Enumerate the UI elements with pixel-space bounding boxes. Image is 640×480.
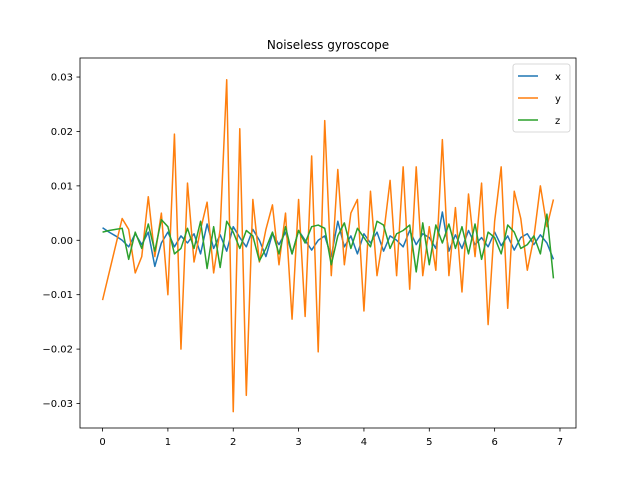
series-line-y: [101, 79, 555, 413]
x-tick-label: 6: [491, 437, 497, 448]
legend-box: [512, 63, 571, 133]
x-tick-label: 5: [426, 437, 432, 448]
plot-area: [79, 57, 577, 429]
series-line-z: [102, 213, 555, 279]
x-tick-label: 1: [165, 437, 171, 448]
plot-frame: [79, 57, 577, 429]
legend-label-y: y: [555, 94, 561, 105]
y-tick-label: 0.02: [51, 127, 73, 138]
legend-label-x: x: [555, 72, 561, 83]
x-tick-label: 3: [295, 437, 301, 448]
series-group: [101, 79, 555, 413]
y-tick-label: 0.01: [51, 181, 73, 192]
legend-label-z: z: [555, 116, 560, 127]
y-tick-label: −0.03: [42, 399, 73, 410]
y-tick-label: 0.00: [51, 236, 73, 247]
y-tick-label: −0.01: [42, 290, 73, 301]
x-tick-label: 4: [361, 437, 367, 448]
y-tick-label: 0.03: [51, 73, 73, 84]
x-tick-label: 2: [230, 437, 236, 448]
legend: xyz: [512, 63, 571, 133]
chart-title: Noiseless gyroscope: [267, 38, 389, 52]
x-tick-label: 7: [557, 437, 563, 448]
x-axis: 0 1 2 3 4 5 6 7: [99, 428, 563, 448]
y-tick-label: −0.02: [42, 345, 73, 356]
y-axis: −0.03 −0.02 −0.01 0.00 0.01 0.02 0.03: [42, 73, 80, 410]
x-tick-label: 0: [99, 437, 105, 448]
